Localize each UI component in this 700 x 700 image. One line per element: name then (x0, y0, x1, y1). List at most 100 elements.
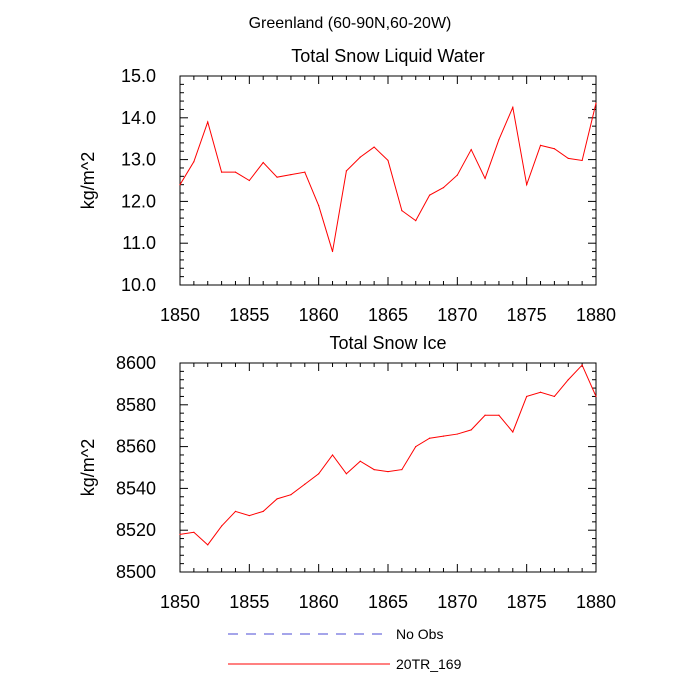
data-point (207, 544, 209, 546)
data-point (345, 170, 347, 172)
x-tick-label: 1860 (299, 592, 339, 612)
data-point (262, 161, 264, 164)
data-point (387, 159, 389, 162)
data-point (415, 220, 417, 222)
y-tick-label: 8540 (116, 478, 156, 498)
data-point (262, 510, 264, 512)
y-tick-label: 13.0 (121, 150, 156, 170)
data-point (248, 179, 250, 182)
legend: No Obs 20TR_169 (228, 626, 462, 672)
data-point (484, 177, 486, 180)
chart-title: Total Snow Ice (329, 333, 446, 353)
data-point (304, 171, 306, 173)
chart-panel-liquid-water: Total Snow Liquid Water 1850 1855 1860 1865 1… (78, 46, 616, 325)
y-tick-label: 14.0 (121, 108, 156, 128)
data-point (345, 473, 347, 475)
data-point (331, 454, 334, 456)
data-point (290, 174, 292, 176)
data-point (179, 533, 181, 535)
data-point (359, 460, 361, 462)
data-point (359, 156, 361, 158)
data-point (429, 437, 431, 439)
data-point (581, 159, 583, 162)
data-point (318, 473, 320, 475)
data-point (248, 514, 250, 517)
data-point (234, 171, 237, 173)
data-point (498, 138, 500, 141)
data-point (331, 250, 334, 253)
data-point (373, 146, 375, 148)
legend-label: 20TR_169 (396, 656, 462, 672)
y-axis-label: kg/m^2 (78, 439, 98, 496)
data-point (512, 106, 514, 108)
plot-frame (179, 75, 597, 286)
x-tick-label: 1865 (368, 592, 408, 612)
y-tick-label: 11.0 (122, 233, 156, 253)
chart-title: Total Snow Liquid Water (291, 46, 484, 66)
data-point (318, 204, 320, 207)
data-point (526, 395, 528, 398)
data-point (207, 121, 209, 123)
x-tick-label: 1880 (576, 305, 616, 325)
y-tick-label: 10.0 (121, 275, 156, 295)
data-point (401, 210, 403, 212)
y-axis-label: kg/m^2 (78, 152, 98, 209)
legend-label: No Obs (396, 626, 443, 642)
data-point (387, 471, 389, 473)
data-point (401, 468, 403, 471)
data-point (539, 144, 542, 146)
x-tick-label: 1860 (299, 305, 339, 325)
x-tick-label: 1870 (437, 305, 477, 325)
data-point (567, 157, 569, 159)
data-point (221, 525, 223, 527)
data-point (595, 102, 597, 104)
data-point (484, 414, 486, 416)
data-point (234, 510, 237, 512)
x-tick-label: 1855 (229, 305, 269, 325)
page-title: Greenland (60-90N,60-20W) (249, 15, 452, 32)
series-line-0 (179, 103, 597, 252)
data-point (456, 174, 458, 176)
data-point (290, 494, 292, 496)
x-tick-label: 1875 (507, 592, 547, 612)
data-point (498, 414, 500, 416)
y-tick-label: 15.0 (121, 66, 156, 86)
x-tick-label: 1870 (437, 592, 477, 612)
y-tick-label: 8580 (116, 395, 156, 415)
data-point (442, 187, 445, 189)
data-point (567, 379, 569, 381)
y-tick-label: 12.0 (121, 191, 156, 211)
series-line-0 (179, 364, 597, 546)
data-point (470, 148, 472, 151)
data-point (512, 431, 514, 433)
x-tick-label: 1855 (229, 592, 269, 612)
x-tick-label: 1850 (160, 592, 200, 612)
y-tick-label: 8560 (116, 437, 156, 457)
x-tick-label: 1865 (368, 305, 408, 325)
data-point (276, 498, 278, 500)
data-point (415, 446, 417, 448)
data-point (526, 184, 528, 186)
y-tick-label: 8500 (116, 562, 156, 582)
data-point (373, 468, 375, 471)
data-point (193, 531, 195, 533)
x-tick-label: 1880 (576, 592, 616, 612)
data-point (456, 433, 458, 435)
data-point (470, 429, 472, 431)
x-tick-label: 1875 (507, 305, 547, 325)
data-point (539, 391, 542, 393)
data-point (553, 395, 556, 398)
data-point (193, 161, 195, 163)
data-point (595, 395, 597, 398)
data-point (429, 194, 431, 196)
y-tick-label: 8520 (116, 520, 156, 540)
data-point (581, 364, 583, 366)
data-point (553, 148, 556, 150)
chart-panel-snow-ice: Total Snow Ice 1850 1855 1860 1865 1870 1875 18… (78, 333, 616, 612)
y-tick-label: 8600 (116, 353, 156, 373)
data-point (179, 184, 181, 186)
data-point (442, 435, 445, 437)
data-point (276, 176, 278, 178)
data-point (221, 171, 223, 173)
